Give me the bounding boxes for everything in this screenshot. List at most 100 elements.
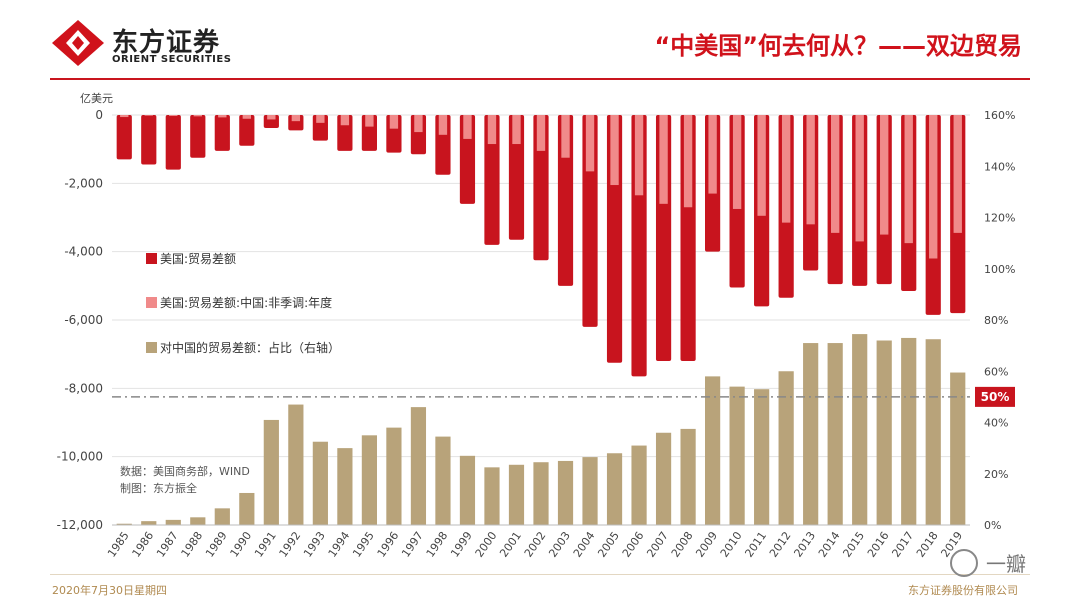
china-balance-bar xyxy=(536,115,546,151)
share-bar xyxy=(214,508,230,525)
reference-label: 50% xyxy=(981,390,1010,404)
x-axis-tick-label: 2012 xyxy=(767,529,794,559)
share-bar xyxy=(288,404,304,525)
share-bar xyxy=(705,376,721,525)
company-logo: 东方证券 ORIENT SECURITIES xyxy=(50,18,270,70)
right-axis-tick-label: 100% xyxy=(984,263,1015,276)
trade-balance-bar xyxy=(508,115,525,240)
source-note: 数据：美国商务部，WIND 制图：东方振全 xyxy=(120,463,250,497)
china-balance-bar xyxy=(389,115,399,129)
legend-label: 美国:贸易差额 xyxy=(160,252,237,266)
x-axis-tick-label: 1987 xyxy=(154,529,181,559)
china-balance-bar xyxy=(242,115,252,119)
share-bar xyxy=(778,371,794,525)
legend-swatch xyxy=(146,253,157,264)
share-bar xyxy=(165,519,181,525)
china-balance-bar xyxy=(487,115,497,145)
x-axis-tick-label: 1988 xyxy=(179,529,206,559)
source-data: 数据：美国商务部，WIND xyxy=(120,465,250,478)
x-axis-tick-label: 2003 xyxy=(546,529,573,559)
china-balance-bar xyxy=(291,115,301,122)
right-axis-tick-label: 120% xyxy=(984,212,1015,225)
share-bar xyxy=(116,523,132,525)
china-balance-bar xyxy=(880,115,889,235)
left-axis-tick-label: -4,000 xyxy=(64,245,103,259)
footer-company: 东方证券股份有限公司 xyxy=(908,584,1018,597)
china-balance-bar xyxy=(781,115,791,223)
share-bar xyxy=(803,343,819,525)
china-balance-bar xyxy=(316,115,325,123)
watermark: 一瓣 xyxy=(950,548,1026,577)
share-bar xyxy=(337,448,353,525)
china-balance-bar xyxy=(267,115,276,120)
share-bar xyxy=(876,340,892,525)
share-bar xyxy=(312,441,328,525)
china-balance-bar xyxy=(561,115,570,158)
china-balance-bar xyxy=(414,115,423,133)
page-title: “中美国”何去何从？——双边贸易 xyxy=(654,32,1022,60)
x-axis-tick-label: 2011 xyxy=(742,529,769,559)
share-bar xyxy=(606,453,623,525)
x-axis-tick-label: 1997 xyxy=(399,529,426,559)
share-bar xyxy=(533,462,549,525)
share-bar xyxy=(582,457,598,525)
footer-date: 2020年7月30日星期四 xyxy=(52,584,167,597)
x-axis-tick-label: 1991 xyxy=(252,529,279,559)
x-axis-tick-label: 2013 xyxy=(791,529,818,559)
china-balance-bar xyxy=(904,115,913,244)
share-bar xyxy=(729,386,745,525)
x-axis-tick-label: 2015 xyxy=(840,529,867,559)
share-bar xyxy=(263,419,279,525)
share-bar xyxy=(754,389,770,525)
china-balance-bar xyxy=(193,115,202,117)
x-axis-tick-label: 1999 xyxy=(448,529,475,559)
share-bar xyxy=(950,372,966,525)
x-axis-tick-label: 2001 xyxy=(497,529,524,559)
china-balance-bar xyxy=(683,115,693,208)
x-axis-tick-label: 2006 xyxy=(620,529,647,559)
x-axis-tick-label: 2000 xyxy=(473,529,500,559)
left-axis-unit: 亿美元 xyxy=(80,92,113,105)
share-bar xyxy=(557,460,574,525)
share-bar xyxy=(827,343,843,525)
company-name-cn: 东方证券 xyxy=(112,28,221,58)
left-axis-tick-label: -2,000 xyxy=(64,176,103,190)
china-balance-bar xyxy=(732,115,742,209)
x-axis-tick-label: 1985 xyxy=(105,529,132,559)
logo-diamond-icon xyxy=(52,20,104,66)
source-chart-author: 制图：东方振全 xyxy=(120,482,197,495)
left-axis-tick-label: -8,000 xyxy=(64,381,103,395)
legend-item-china-share: 对中国的贸易差额：占比（右轴） xyxy=(146,339,340,356)
share-bar xyxy=(435,436,451,525)
trade-balance-bar xyxy=(214,115,230,151)
x-axis-tick-label: 1995 xyxy=(350,529,377,559)
china-balance-bar xyxy=(463,115,472,139)
x-axis-tick-label: 2009 xyxy=(693,529,720,559)
title-divider xyxy=(50,78,1030,80)
legend-swatch xyxy=(146,297,157,308)
china-balance-bar xyxy=(120,115,129,118)
china-balance-bar xyxy=(708,115,717,194)
right-axis-tick-label: 40% xyxy=(984,417,1008,430)
x-axis-tick-label: 1993 xyxy=(301,529,328,559)
legend-item-china-balance: 美国:贸易差额:中国:非季调:年度 xyxy=(146,294,332,311)
share-bar xyxy=(655,432,672,525)
china-balance-bar xyxy=(953,115,962,233)
x-axis-tick-label: 2004 xyxy=(571,529,598,559)
right-axis-tick-label: 20% xyxy=(984,468,1008,481)
left-axis-tick-label: 0 xyxy=(95,108,103,122)
china-balance-bar xyxy=(169,115,178,117)
share-bar xyxy=(852,334,868,525)
china-balance-bar xyxy=(634,115,644,196)
x-axis-tick-label: 1994 xyxy=(326,529,353,559)
right-axis-tick-label: 160% xyxy=(984,109,1015,122)
watermark-text: 一瓣 xyxy=(986,552,1026,576)
share-bar xyxy=(239,492,255,525)
x-axis-tick-label: 2005 xyxy=(595,529,622,559)
x-axis-tick-label: 2002 xyxy=(522,529,549,559)
china-balance-bar xyxy=(585,115,595,172)
china-balance-bar xyxy=(855,115,864,242)
company-name-en: ORIENT SECURITIES xyxy=(112,54,232,65)
china-balance-bar xyxy=(144,115,153,116)
